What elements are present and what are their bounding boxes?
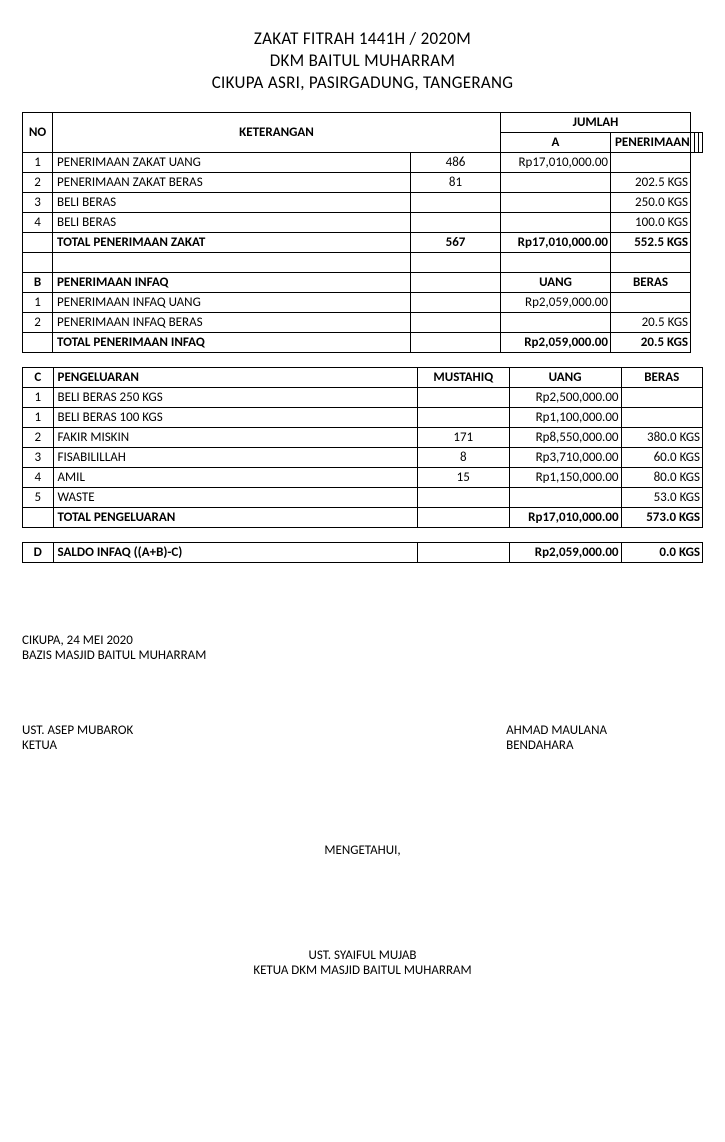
signature-block: CIKUPA, 24 MEI 2020 BAZIS MASJID BAITUL … bbox=[22, 633, 703, 978]
section-c-total: TOTAL PENGELUARAN Rp17,010,000.00 573.0 … bbox=[23, 508, 703, 528]
table-row: 3 BELI BERAS 250.0 KGS bbox=[23, 193, 703, 213]
col-header-jumlah: JUMLAH bbox=[501, 113, 691, 133]
org-name: BAZIS MASJID BAITUL MUHARRAM bbox=[22, 648, 703, 663]
table-saldo: D SALDO INFAQ ((A+B)-C) Rp2,059,000.00 0… bbox=[22, 542, 703, 563]
header-line-3: CIKUPA ASRI, PASIRGADUNG, TANGERANG bbox=[22, 72, 703, 94]
table-pengeluaran: C PENGELUARAN MUSTAHIQ UANG BERAS 1 BELI… bbox=[22, 367, 703, 528]
document-header: ZAKAT FITRAH 1441H / 2020M DKM BAITUL MU… bbox=[22, 28, 703, 94]
right-name: AHMAD MAULANA bbox=[506, 723, 703, 738]
bottom-name: UST. SYAIFUL MUJAB bbox=[22, 948, 703, 963]
table-row: 2 PENERIMAAN ZAKAT BERAS 81 202.5 KGS bbox=[23, 173, 703, 193]
left-title: KETUA bbox=[22, 738, 349, 753]
table-row: 2 PENERIMAAN INFAQ BERAS 20.5 KGS bbox=[23, 313, 703, 333]
header-line-1: ZAKAT FITRAH 1441H / 2020M bbox=[22, 28, 703, 50]
knowing-label: MENGETAHUI, bbox=[22, 843, 703, 858]
table-zakat-infaq: NO KETERANGAN JUMLAH A PENERIMAAN ZAKAT … bbox=[22, 112, 703, 353]
section-d-row: D SALDO INFAQ ((A+B)-C) Rp2,059,000.00 0… bbox=[23, 543, 703, 563]
table-header-top: NO KETERANGAN JUMLAH bbox=[23, 113, 703, 133]
place-date: CIKUPA, 24 MEI 2020 bbox=[22, 633, 703, 648]
section-b-title: PENERIMAAN INFAQ bbox=[53, 273, 411, 293]
signatory-right: AHMAD MAULANA BENDAHARA bbox=[376, 723, 703, 753]
right-title: BENDAHARA bbox=[506, 738, 703, 753]
signatory-left: UST. ASEP MUBAROK KETUA bbox=[22, 723, 349, 753]
section-a-total: TOTAL PENERIMAAN ZAKAT 567 Rp17,010,000.… bbox=[23, 233, 703, 253]
table-row: 1 PENERIMAAN INFAQ UANG Rp2,059,000.00 bbox=[23, 293, 703, 313]
bottom-title: KETUA DKM MASJID BAITUL MUHARRAM bbox=[22, 963, 703, 978]
col-header-no: NO bbox=[23, 113, 53, 153]
left-name: UST. ASEP MUBAROK bbox=[22, 723, 349, 738]
section-c-title: PENGELUARAN bbox=[53, 368, 417, 388]
table-row: 1 PENERIMAAN ZAKAT UANG 486 Rp17,010,000… bbox=[23, 153, 703, 173]
table-row: 4 AMIL 15 Rp1,150,000.00 80.0 KGS bbox=[23, 468, 703, 488]
table-row: 5 WASTE 53.0 KGS bbox=[23, 488, 703, 508]
table-row: 4 BELI BERAS 100.0 KGS bbox=[23, 213, 703, 233]
section-a-title: PENERIMAAN ZAKAT bbox=[611, 133, 691, 153]
table-row: 2 FAKIR MISKIN 171 Rp8,550,000.00 380.0 … bbox=[23, 428, 703, 448]
table-row: 3 FISABILILLAH 8 Rp3,710,000.00 60.0 KGS bbox=[23, 448, 703, 468]
col-header-beras: BERAS bbox=[698, 133, 702, 153]
section-a-code: A bbox=[501, 133, 611, 153]
section-c-code: C bbox=[23, 368, 54, 388]
section-b-code: B bbox=[23, 273, 53, 293]
header-line-2: DKM BAITUL MUHARRAM bbox=[22, 50, 703, 72]
table-row: 1 BELI BERAS 250 KGS Rp2,500,000.00 bbox=[23, 388, 703, 408]
section-c-header: C PENGELUARAN MUSTAHIQ UANG BERAS bbox=[23, 368, 703, 388]
spacer-row bbox=[23, 253, 703, 273]
col-header-keterangan: KETERANGAN bbox=[53, 113, 501, 153]
section-d-code: D bbox=[23, 543, 54, 563]
table-row: 1 BELI BERAS 100 KGS Rp1,100,000.00 bbox=[23, 408, 703, 428]
section-b-total: TOTAL PENERIMAAN INFAQ Rp2,059,000.00 20… bbox=[23, 333, 703, 353]
section-d-title: SALDO INFAQ ((A+B)-C) bbox=[53, 543, 417, 563]
col-header-mustahiq: MUSTAHIQ bbox=[417, 368, 509, 388]
section-b-header: B PENERIMAAN INFAQ UANG BERAS bbox=[23, 273, 703, 293]
